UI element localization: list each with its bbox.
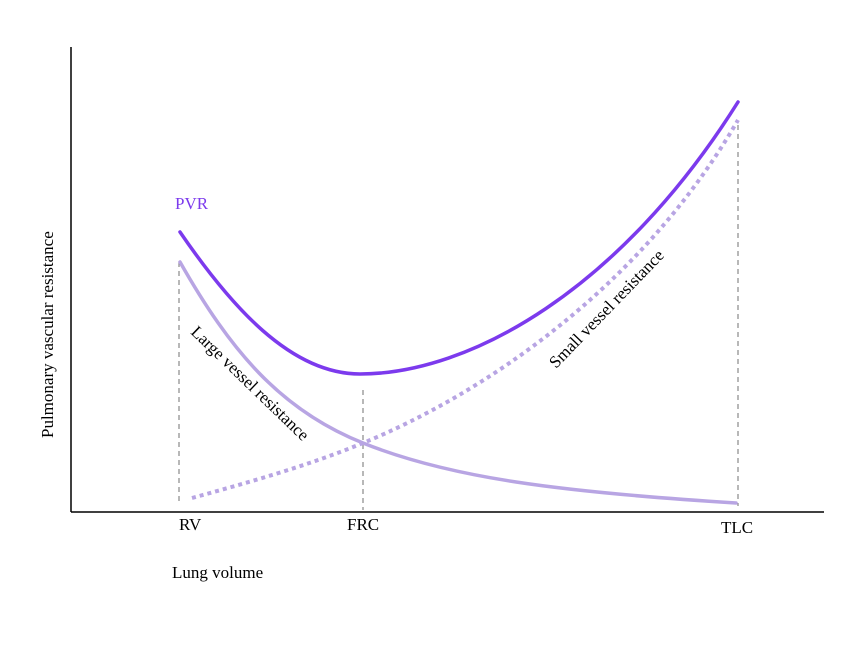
small-vessel-curve [191,119,740,500]
x-tick-tlc: TLC [721,518,753,537]
x-tick-rv: RV [179,515,202,534]
y-axis-label: Pulmonary vascular resistance [38,231,57,438]
x-axis-label: Lung volume [172,563,263,582]
large-vessel-curve [178,260,738,505]
pvr-label: PVR [175,194,209,213]
pvr-curve [178,100,740,376]
large-vessel-label: Large vessel resistance [187,322,313,444]
x-tick-frc: FRC [347,515,379,534]
small-vessel-label: Small vessel resistance [545,246,668,372]
